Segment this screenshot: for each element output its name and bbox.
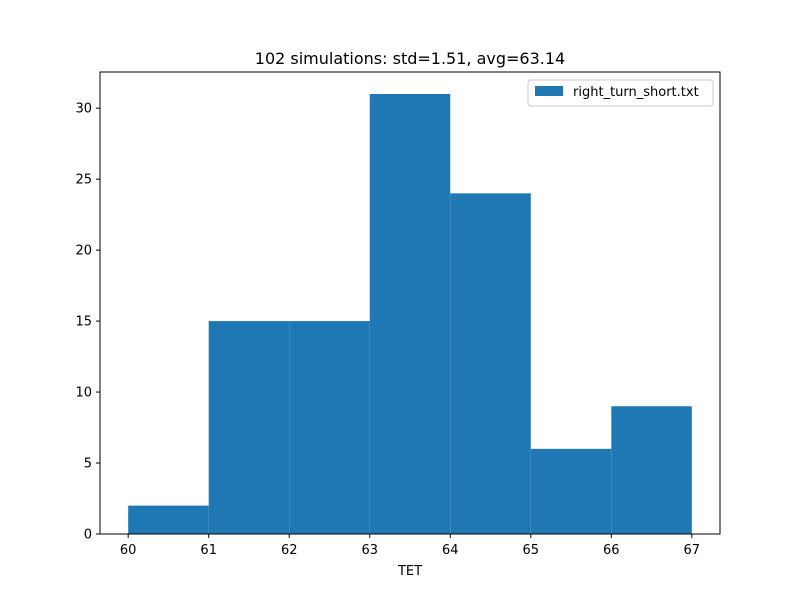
x-tick-label: 63 (361, 543, 378, 558)
y-ticks: 0 5 10 15 20 25 30 (75, 102, 100, 543)
x-tick-label: 67 (684, 543, 701, 558)
x-ticks: 60 61 62 63 64 65 66 67 (120, 534, 700, 558)
x-tick-label: 64 (442, 543, 459, 558)
y-tick-label: 10 (75, 386, 92, 401)
histogram-bar (289, 321, 370, 534)
legend-swatch (535, 86, 563, 96)
x-tick-label: 60 (120, 543, 137, 558)
bars-layer (128, 94, 692, 534)
legend-box (527, 79, 714, 107)
histogram-bar (128, 505, 209, 534)
x-tick-label: 65 (523, 543, 540, 558)
x-tick-label: 61 (200, 543, 217, 558)
y-tick-label: 15 (75, 315, 92, 330)
histogram-bar (530, 448, 612, 534)
y-tick-label: 25 (75, 173, 92, 188)
x-axis-label: TET (397, 564, 422, 579)
legend-label: right_turn_short.txt (573, 85, 699, 100)
y-tick-label: 20 (75, 244, 92, 259)
x-tick-label: 62 (281, 543, 298, 558)
x-tick-label: 66 (603, 543, 620, 558)
plot-frame (99, 71, 721, 535)
y-tick-label: 30 (75, 102, 92, 117)
legend: right_turn_short.txt (527, 79, 714, 107)
histogram-bar (611, 406, 692, 534)
y-tick-label: 5 (84, 457, 92, 472)
chart-title: 102 simulations: std=1.51, avg=63.14 (255, 49, 565, 68)
histogram-bar (208, 321, 290, 534)
y-tick-label: 0 (84, 528, 92, 543)
histogram-bar (369, 94, 451, 534)
histogram-bar (450, 193, 531, 534)
